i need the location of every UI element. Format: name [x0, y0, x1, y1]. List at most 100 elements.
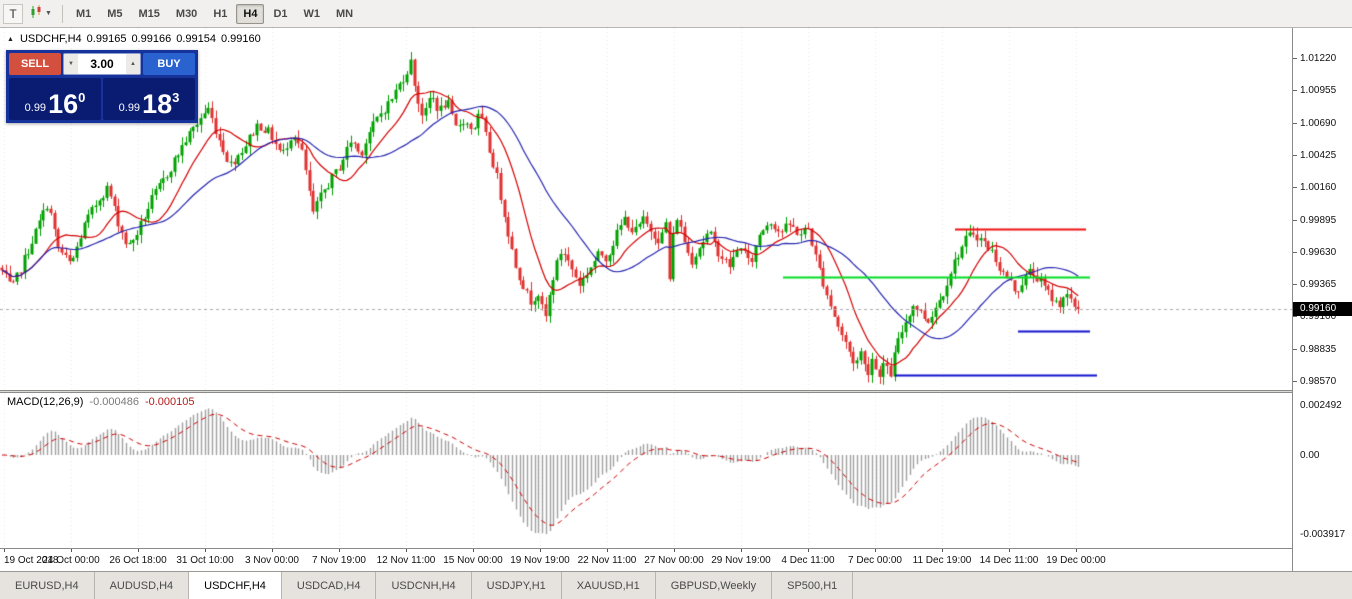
ohlc-low: 0.99154 [176, 33, 216, 45]
chart-tab-audusd-h4[interactable]: AUDUSD,H4 [95, 572, 190, 599]
current-price-badge: 0.99160 [1293, 302, 1352, 317]
ohlc-open: 0.99165 [86, 33, 127, 45]
price-axis-label: 1.00955 [1300, 85, 1337, 97]
time-axis-tick [607, 549, 608, 552]
time-axis-tick [674, 549, 675, 552]
time-axis-tick [741, 549, 742, 552]
timeframe-button-h4[interactable]: H4 [236, 3, 265, 24]
axis-tick [1293, 316, 1297, 318]
chart-type-icon [29, 5, 43, 22]
chart-ohlc-header: ▲ USDCHF,H4 0.99165 0.99166 0.99154 0.99… [7, 33, 261, 45]
volume-value[interactable]: 3.00 [90, 57, 114, 71]
time-axis-tick [1009, 549, 1010, 552]
time-axis-tick [473, 549, 474, 552]
chart-tab-usdjpy-h1[interactable]: USDJPY,H1 [472, 572, 562, 599]
sell-price-prefix: 0.99 [24, 102, 47, 114]
sell-price-big-digits: 16 [48, 89, 79, 120]
timeframe-button-d1[interactable]: D1 [273, 7, 288, 20]
chart-tab-gbpusd-weekly[interactable]: GBPUSD,Weekly [656, 572, 773, 599]
price-axis-label: 0.98835 [1300, 343, 1337, 355]
text-tool-label: T [9, 6, 17, 21]
time-axis-tick [1076, 549, 1077, 552]
price-axis-label: 0.99365 [1300, 279, 1337, 291]
time-axis-tick [942, 549, 943, 552]
chart-symbol-label: USDCHF,H4 [19, 33, 82, 45]
time-axis-label: 12 Nov 11:00 [376, 555, 436, 566]
timeframe-button-h1[interactable]: H1 [213, 7, 228, 20]
time-axis-tick [4, 549, 5, 552]
text-tool-button[interactable]: T [3, 3, 23, 24]
top-toolbar: T ▼ M1 M5 M15 M30 H1 H4 D1 W1 MN [0, 0, 1352, 28]
axis-tick [1293, 154, 1297, 156]
price-axis-label: 1.01220 [1300, 53, 1337, 64]
price-axis-label: 1.00425 [1300, 149, 1337, 161]
time-axis-tick [71, 549, 72, 552]
time-axis-tick [406, 549, 407, 552]
volume-decrease-button[interactable]: ▼ [64, 54, 78, 74]
time-axis-label: 19 Dec 00:00 [1046, 555, 1106, 566]
buy-price-big-digits: 18 [142, 89, 173, 120]
sell-price-display[interactable]: 0.99 16 0 [9, 78, 101, 120]
axis-tick [1293, 58, 1297, 59]
timeframe-button-m15[interactable]: M15 [138, 7, 160, 20]
timeframe-button-m1[interactable]: M1 [75, 7, 92, 20]
time-axis-label: 24 Oct 00:00 [42, 555, 100, 566]
panel-resize-handle[interactable] [0, 390, 1292, 393]
chart-tab-xauusd-h1[interactable]: XAUUSD,H1 [562, 572, 656, 599]
chart-tab-usdcnh-h4[interactable]: USDCNH,H4 [376, 572, 472, 599]
axis-tick [1293, 348, 1297, 350]
macd-axis-label: 0.002492 [1300, 400, 1342, 411]
time-axis-label: 15 Nov 00:00 [443, 555, 503, 566]
buy-button-label: BUY [157, 58, 181, 70]
time-axis-tick [540, 549, 541, 552]
time-axis-tick [272, 549, 273, 552]
candlestick-chart[interactable] [0, 28, 1292, 390]
buy-button[interactable]: BUY [143, 53, 195, 75]
collapse-panel-icon[interactable]: ▲ [7, 35, 14, 43]
macd-signal-value: -0.000105 [144, 396, 195, 408]
time-axis-label: 27 Nov 00:00 [644, 555, 704, 566]
axis-tick [1293, 381, 1297, 382]
timeframe-button-m5[interactable]: M5 [107, 7, 123, 20]
price-axis-label: 1.00160 [1300, 182, 1337, 194]
sell-button-label: SELL [20, 58, 50, 70]
macd-indicator-chart[interactable] [0, 393, 1292, 548]
macd-header: MACD(12,26,9) -0.000486 -0.000105 [7, 396, 195, 408]
time-axis-label: 22 Nov 11:00 [577, 555, 637, 566]
volume-increase-button[interactable]: ▲ [126, 54, 140, 74]
time-axis[interactable]: 19 Oct 2018 24 Oct 00:00 26 Oct 18:00 31 Oc… [0, 548, 1292, 571]
macd-label: MACD(12,26,9) [7, 396, 84, 408]
time-axis-label: 19 Oct 2018 [4, 555, 59, 566]
axis-tick [1293, 90, 1297, 92]
time-axis-tick [875, 549, 876, 552]
chart-type-button[interactable]: ▼ [25, 4, 56, 24]
one-click-trading-panel: SELL ▼ 3.00 ▲ BUY 0.99 16 0 0.99 18 3 [6, 50, 198, 123]
chart-tab-usdchf-h4[interactable]: USDCHF,H4 [189, 572, 282, 599]
timeframe-button-m30[interactable]: M30 [175, 7, 198, 20]
sell-button[interactable]: SELL [9, 53, 61, 75]
price-axis[interactable]: 0.99160 1.01220 1.00955 1.00690 1.00425 1.00… [1292, 28, 1352, 571]
ohlc-close: 0.99160 [220, 33, 261, 45]
volume-stepper: ▼ 3.00 ▲ [63, 53, 141, 75]
time-axis-label: 26 Oct 18:00 [109, 555, 167, 566]
chart-tabs-bar: EURUSD,H4 AUDUSD,H4 USDCHF,H4 USDCAD,H4 USDC… [0, 571, 1352, 599]
chart-tab-usdcad-h4[interactable]: USDCAD,H4 [282, 572, 377, 599]
time-axis-label: 29 Nov 19:00 [711, 555, 771, 566]
buy-price-display[interactable]: 0.99 18 3 [103, 78, 195, 120]
time-axis-label: 31 Oct 10:00 [176, 555, 234, 566]
axis-tick [1293, 219, 1297, 221]
chart-tab-eurusd-h4[interactable]: EURUSD,H4 [0, 572, 95, 599]
time-axis-tick [339, 549, 340, 552]
axis-tick [1293, 122, 1297, 124]
timeframe-button-w1[interactable]: W1 [303, 7, 321, 20]
timeframe-button-mn[interactable]: MN [336, 7, 354, 20]
price-axis-label: 1.00690 [1300, 117, 1337, 129]
price-axis-label: 0.99630 [1300, 246, 1337, 258]
time-axis-label: 7 Dec 00:00 [848, 555, 902, 566]
axis-tick [1293, 251, 1297, 253]
time-axis-label: 4 Dec 11:00 [781, 555, 835, 566]
ohlc-high: 0.99166 [131, 33, 172, 45]
chart-tab-sp500-h1[interactable]: SP500,H1 [772, 572, 854, 599]
price-axis-label: 0.98570 [1300, 376, 1337, 387]
